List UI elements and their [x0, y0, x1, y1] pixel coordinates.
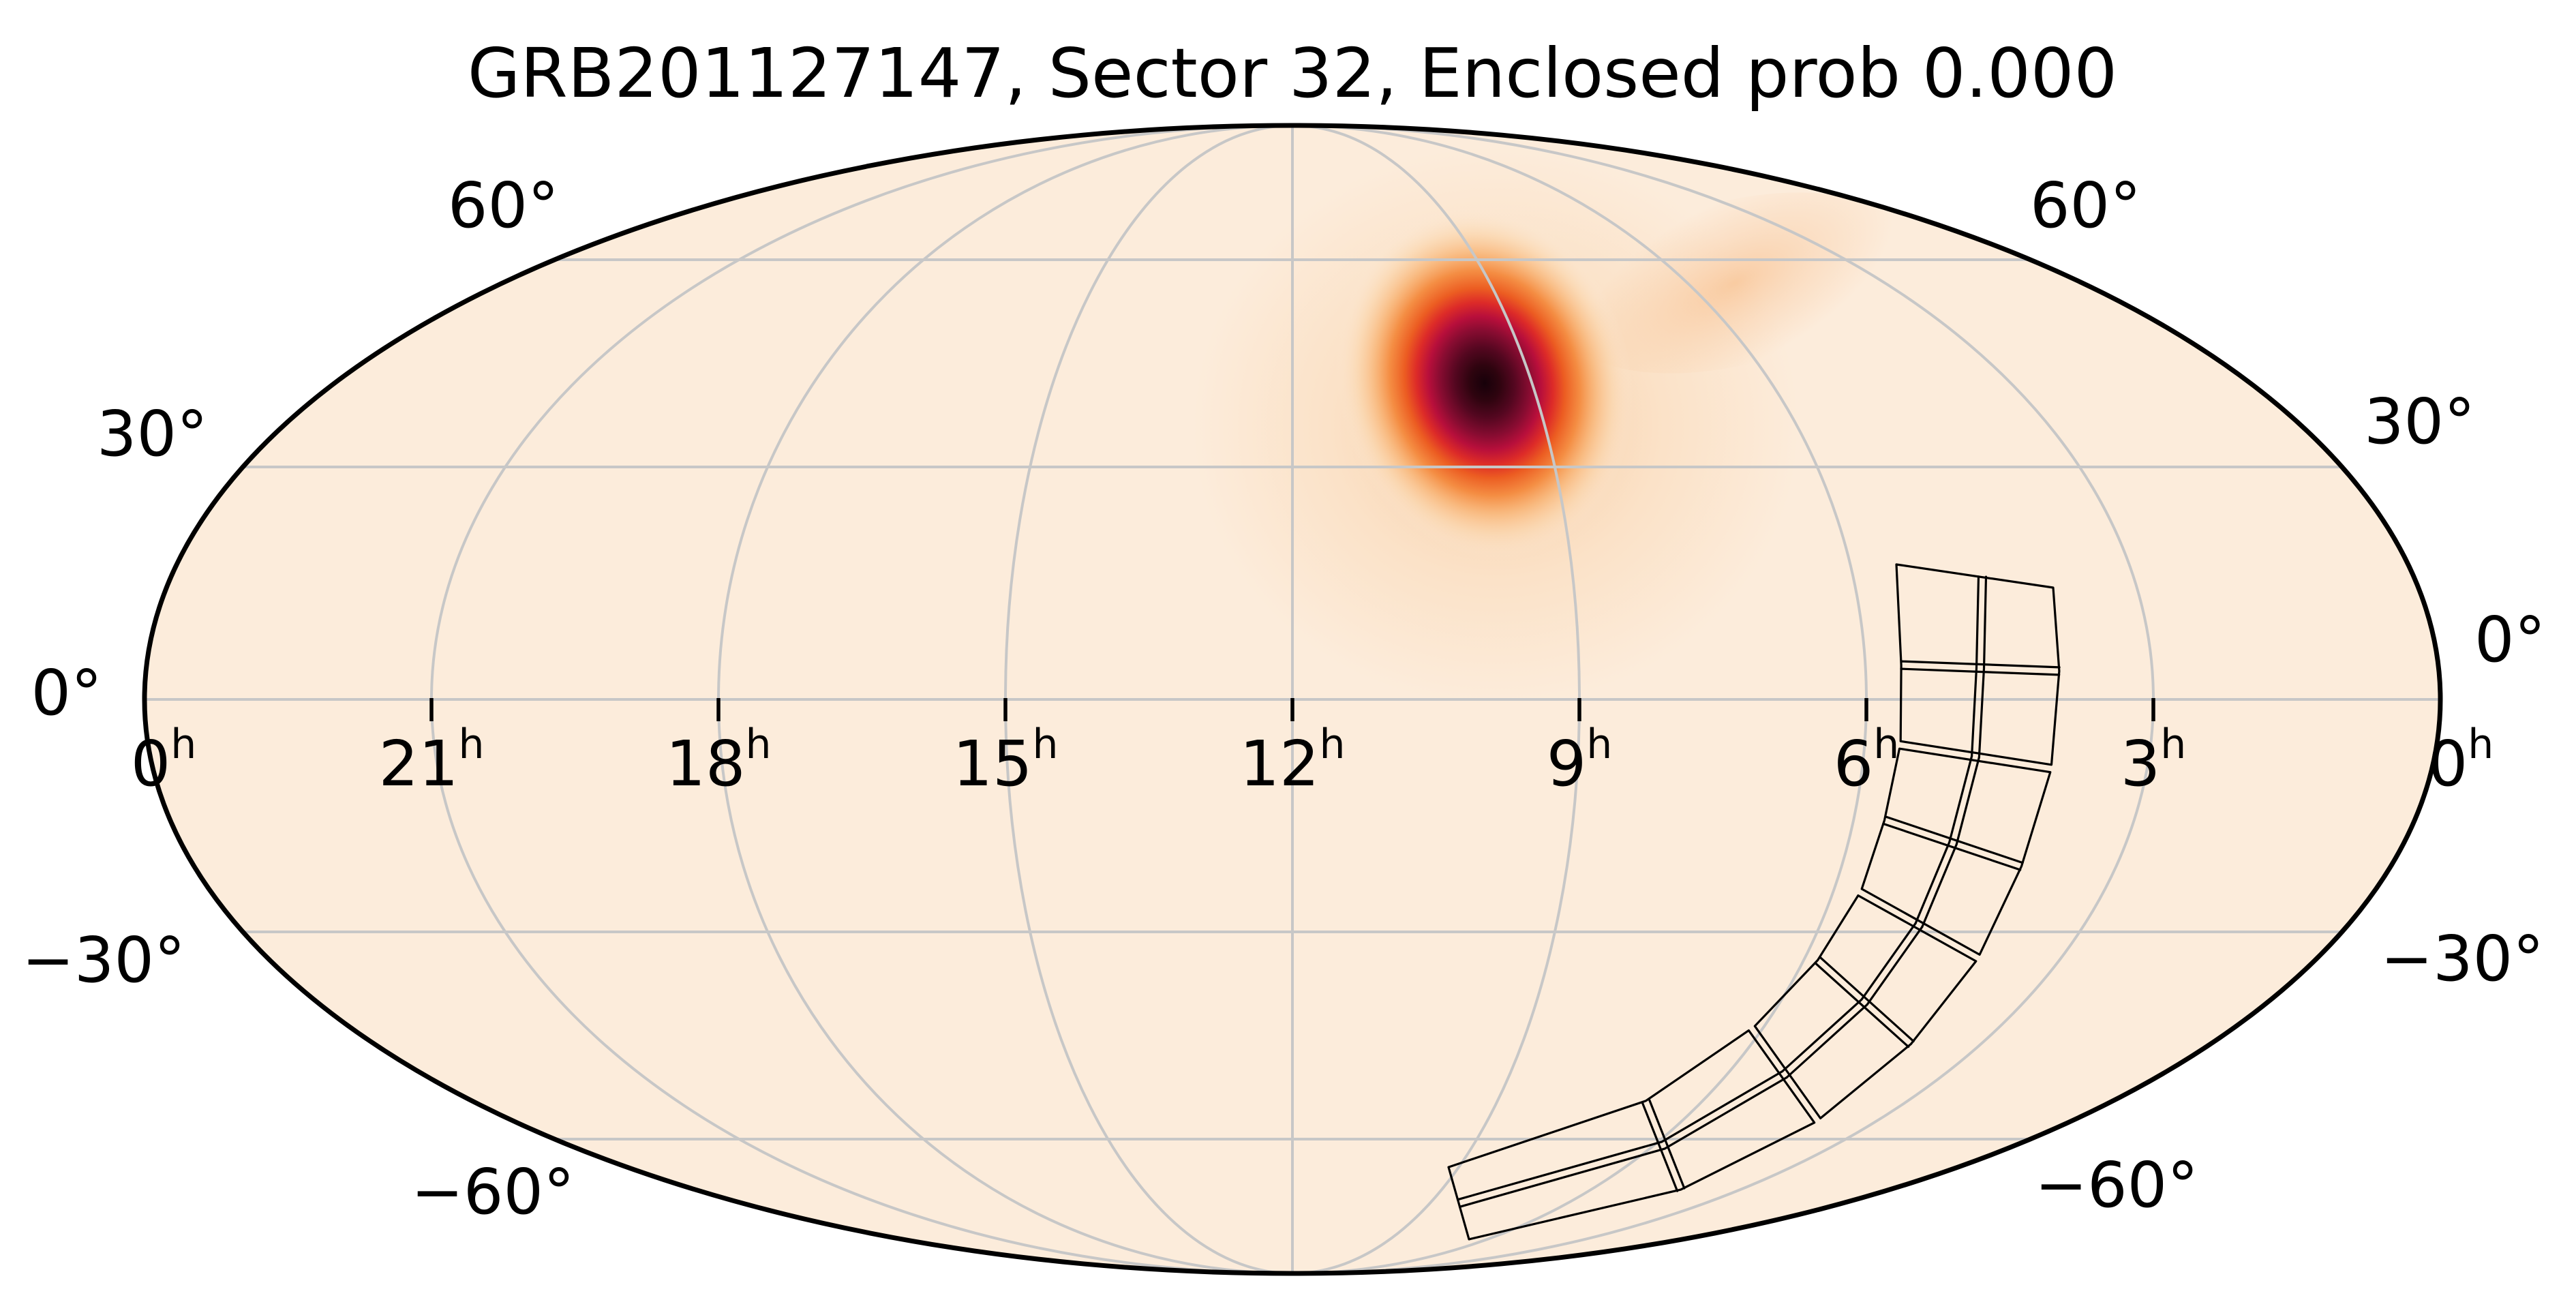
ra-label: 21h	[378, 721, 484, 800]
dec-axis-labels: 60° 30° 0° −30° −60° 60° 30° 0° −30° −60°	[22, 169, 2546, 1228]
ccd-gap-line	[1456, 1070, 1784, 1201]
ra-label: 3h	[2121, 721, 2187, 800]
ra-label: 6h	[1834, 721, 1900, 800]
dec-label-right: 60°	[2030, 169, 2141, 242]
ra-label: 18h	[665, 721, 771, 800]
equator-ticks	[429, 698, 2155, 721]
ra-label: 12h	[1239, 721, 1345, 800]
ra-label: 15h	[952, 721, 1058, 800]
map-border	[142, 123, 2443, 1276]
ccd-gap-line	[1900, 660, 2061, 669]
ccd-gap-line	[1882, 822, 2022, 871]
ccd-gap-line	[1884, 815, 2024, 864]
dec-label-left: −60°	[411, 1155, 575, 1228]
dec-label-right: 30°	[2364, 385, 2475, 458]
dec-label-left: 0°	[31, 656, 102, 729]
heat-layer	[1334, 202, 1635, 564]
dec-label-left: 30°	[97, 397, 208, 470]
ra-axis-labels: 0h 21h 18h 15h 12h 9h 6h 3h 0h	[131, 721, 2494, 800]
camera-outline	[1447, 1029, 1816, 1241]
ra-label: 0h	[2428, 721, 2494, 800]
ccd-gap-line	[1819, 956, 1915, 1042]
tess-footprint	[1447, 563, 2061, 1241]
camera-outline	[1753, 894, 1978, 1119]
camera-outline	[1860, 747, 2052, 956]
ccd-gap-line	[1785, 926, 1924, 1079]
dec-label-right: −60°	[2035, 1149, 2198, 1222]
dec-label-right: −30°	[2380, 922, 2544, 995]
heat-layer	[1561, 192, 1909, 374]
ccd-gap-line	[1978, 575, 1988, 759]
ccd-gap-line	[1900, 667, 2061, 676]
ccd-gap-line	[1648, 1098, 1686, 1190]
dec-label-left: 60°	[448, 169, 559, 242]
dec-label-left: −30°	[22, 924, 185, 997]
ccd-gap-line	[1971, 575, 1980, 757]
camera-outline	[1895, 563, 2061, 766]
ccd-gap-line	[1781, 922, 1917, 1073]
plot-title: GRB201127147, Sector 32, Enclosed prob 0…	[468, 33, 2117, 113]
probability-blob	[1187, 140, 1909, 712]
ra-label: 0h	[131, 721, 197, 800]
ccd-gap-line	[1458, 1076, 1788, 1208]
ra-label: 9h	[1547, 721, 1613, 800]
ccd-gap-line	[1814, 962, 1910, 1048]
ccd-gap-line	[1914, 755, 1973, 924]
ccd-gap-line	[1921, 756, 1980, 928]
ccd-gap-line	[1641, 1101, 1679, 1192]
dec-label-right: 0°	[2474, 603, 2546, 676]
